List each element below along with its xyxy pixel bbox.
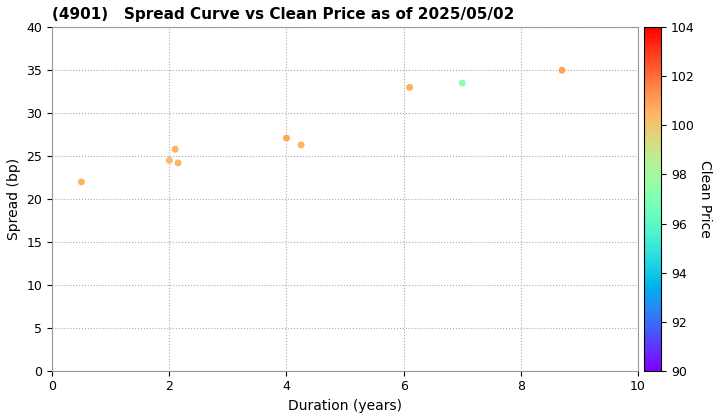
X-axis label: Duration (years): Duration (years) [288,399,402,413]
Text: (4901)   Spread Curve vs Clean Price as of 2025/05/02: (4901) Spread Curve vs Clean Price as of… [52,7,515,22]
Point [404,84,415,91]
Point [172,160,184,166]
Point [169,146,181,152]
Y-axis label: Clean Price: Clean Price [698,160,711,238]
Point [76,178,87,185]
Point [456,80,468,87]
Point [163,157,175,164]
Point [281,135,292,142]
Point [556,67,567,74]
Point [295,142,307,148]
Y-axis label: Spread (bp): Spread (bp) [7,158,21,240]
